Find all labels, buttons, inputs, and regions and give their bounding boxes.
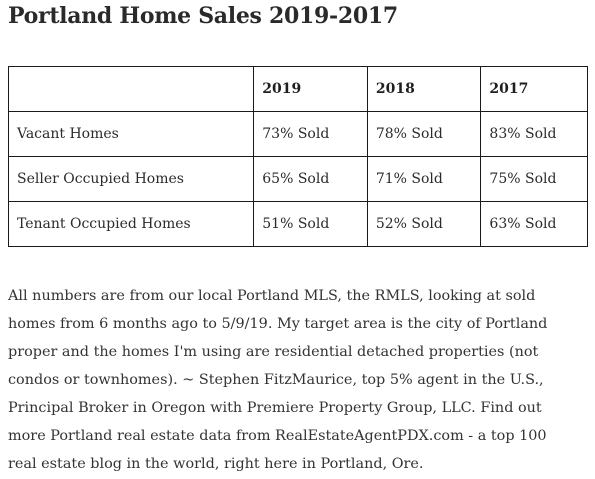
row-label: Vacant Homes: [7, 111, 255, 157]
page-title: Portland Home Sales 2019-2017: [8, 3, 398, 29]
table-row: Vacant Homes 73% Sold 78% Sold 83% Sold: [7, 111, 588, 157]
table-header-2018: 2018: [366, 66, 482, 112]
table-cell: 65% Sold: [253, 156, 368, 202]
table-header-2019: 2019: [253, 66, 368, 112]
table-header-empty: [7, 66, 255, 112]
table-cell: 63% Sold: [480, 201, 588, 247]
table-cell: 71% Sold: [366, 156, 482, 202]
table-cell: 73% Sold: [253, 111, 368, 157]
table-cell: 52% Sold: [366, 201, 482, 247]
table-row: Tenant Occupied Homes 51% Sold 52% Sold …: [7, 201, 588, 247]
table-cell: 51% Sold: [253, 201, 368, 247]
table-header-2017: 2017: [480, 66, 588, 112]
table-row: Seller Occupied Homes 65% Sold 71% Sold …: [7, 156, 588, 202]
home-sales-table: 2019 2018 2017 Vacant Homes 73% Sold 78%…: [7, 66, 588, 247]
table-cell: 83% Sold: [480, 111, 588, 157]
table-cell: 78% Sold: [366, 111, 482, 157]
footnote-paragraph: All numbers are from our local Portland …: [8, 288, 548, 472]
row-label: Seller Occupied Homes: [7, 156, 255, 202]
row-label: Tenant Occupied Homes: [7, 201, 255, 247]
table-cell: 75% Sold: [480, 156, 588, 202]
table-header-row: 2019 2018 2017: [7, 66, 588, 112]
